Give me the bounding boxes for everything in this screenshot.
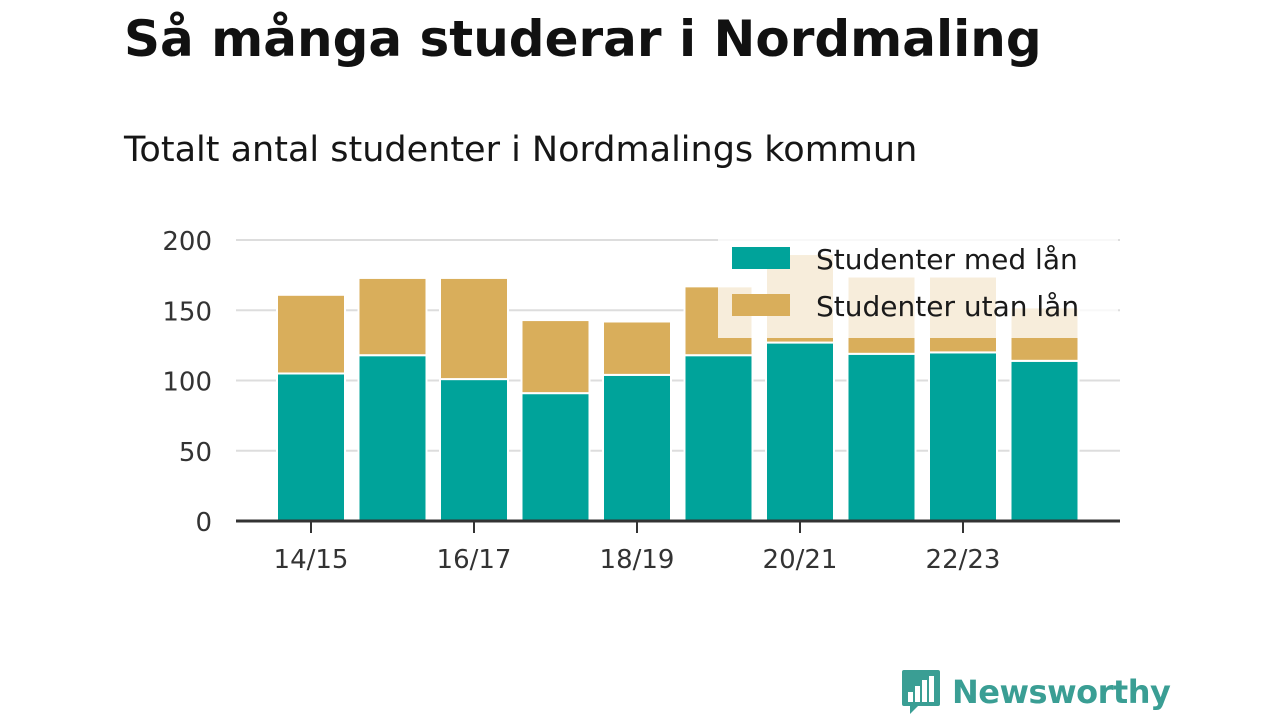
x-tick-label: 14/15 [274, 545, 349, 575]
y-axis: 0 50 100 150 200 [162, 227, 212, 538]
bar-segment-med-lan [846, 352, 917, 522]
x-tick-label: 22/23 [926, 545, 1001, 575]
newsworthy-brand: Newsworthy [900, 668, 1171, 716]
bar-segment-med-lan [357, 354, 428, 522]
chart-subtitle: Totalt antal studenter i Nordmalings kom… [124, 130, 918, 170]
x-tick-label: 18/19 [600, 545, 675, 575]
y-tick-label: 50 [179, 438, 212, 468]
bar-segment-utan-lan [439, 276, 509, 381]
bar-segment-utan-lan [602, 320, 672, 376]
y-tick-label: 0 [195, 508, 212, 538]
bar-segment-med-lan [928, 351, 998, 522]
bar-segment-utan-lan [520, 319, 591, 395]
chart-title: Så många studerar i Nordmaling [124, 10, 1042, 68]
x-axis: 14/15 16/17 18/19 20/21 22/23 [236, 519, 1120, 575]
y-tick-label: 100 [162, 368, 212, 398]
legend-swatch [732, 294, 790, 316]
brand-name: Newsworthy [952, 673, 1171, 711]
bar-segment-med-lan [520, 392, 591, 522]
y-tick-label: 200 [162, 227, 212, 257]
legend-label: Studenter med lån [816, 243, 1078, 276]
bar-chart-logo-icon [902, 670, 940, 714]
bar-segment-med-lan [1009, 359, 1080, 522]
y-tick-label: 150 [162, 297, 212, 327]
x-tick-label: 20/21 [763, 545, 838, 575]
bar-segment-med-lan [276, 372, 346, 522]
bar-segment-med-lan [602, 373, 672, 522]
legend-label: Studenter utan lån [816, 290, 1079, 323]
legend: Studenter med lån Studenter utan lån [718, 236, 1118, 338]
bar-segment-med-lan [439, 378, 509, 522]
bar-segment-utan-lan [276, 293, 346, 375]
bar-segment-med-lan [765, 341, 835, 522]
bar-segment-utan-lan [357, 276, 428, 357]
bar-segment-med-lan [683, 354, 754, 522]
x-tick-label: 16/17 [437, 545, 512, 575]
legend-swatch [732, 247, 790, 269]
